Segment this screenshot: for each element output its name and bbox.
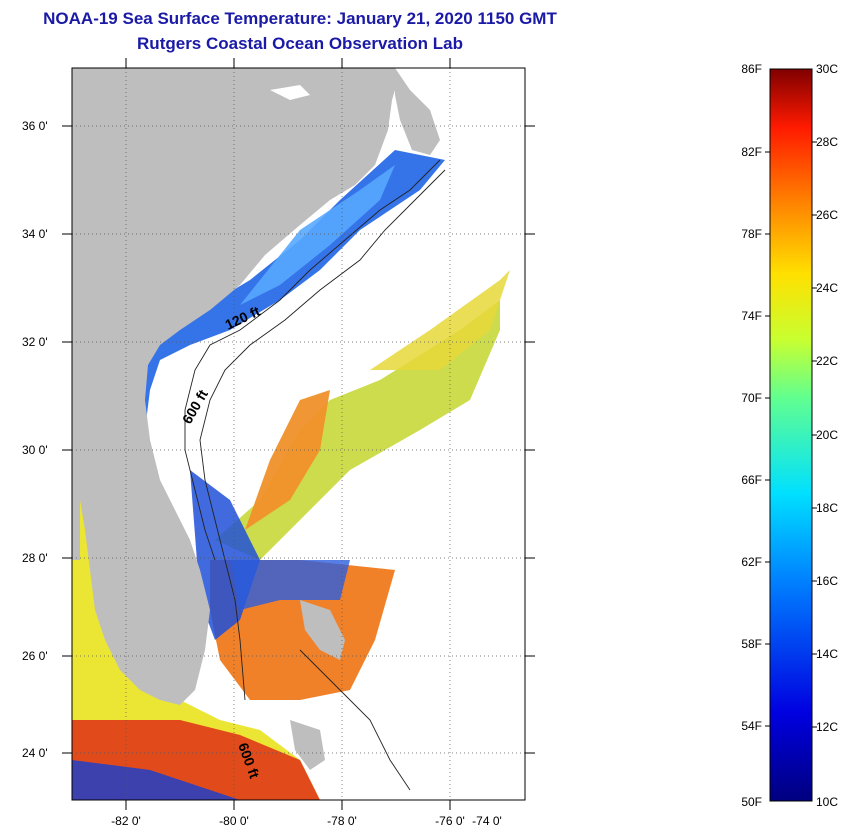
lon-label: -80 0' — [219, 814, 249, 828]
colorbar-c-label: 18C — [816, 501, 838, 515]
offshore-warm-filament — [245, 390, 330, 530]
colorbar-c-label: 26C — [816, 208, 838, 222]
colorbar-gradient — [769, 68, 813, 802]
cuba-coast — [290, 720, 325, 770]
colorbar-f-label: 50F — [741, 795, 762, 809]
isobath-contours — [184, 159, 446, 791]
lat-label: 28 0' — [22, 551, 48, 565]
map-subtitle: Rutgers Coastal Ocean Observation Lab — [137, 34, 463, 53]
sst-data-layer — [72, 150, 510, 800]
colorbar-c-label: 20C — [816, 428, 838, 442]
us-mainland — [72, 68, 398, 705]
lat-label: 24 0' — [22, 746, 48, 760]
lon-label: -74 0' — [472, 814, 502, 828]
map-frame — [71, 67, 526, 801]
lat-label: 36 0' — [22, 119, 48, 133]
colorbar-c-label: 24C — [816, 281, 838, 295]
map-title: NOAA-19 Sea Surface Temperature: January… — [43, 9, 557, 28]
cool-patch — [240, 165, 395, 305]
colorbar-f-label: 70F — [741, 391, 762, 405]
land-layer — [72, 68, 440, 770]
colorbar-f-label: 82F — [741, 145, 762, 159]
colorbar-c-label: 12C — [816, 720, 838, 734]
sst-map: 120 ft 600 ft 600 ft — [72, 68, 525, 800]
northern-bahamas-cold — [230, 560, 350, 610]
axis-ticks — [62, 58, 535, 810]
offshore-yellow-patch — [370, 270, 510, 370]
outer-banks — [395, 68, 440, 155]
bahamas-island — [300, 600, 345, 660]
colorbar-f-label: 86F — [741, 62, 762, 76]
colorbar-ticks — [765, 141, 817, 728]
lon-label: -82 0' — [111, 814, 141, 828]
colorbar-f-label: 66F — [741, 473, 762, 487]
bahamas-bank-contour — [299, 649, 411, 791]
colorbar-f-label: 74F — [741, 309, 762, 323]
lake — [270, 85, 310, 100]
colorbar-c-label: 22C — [816, 354, 838, 368]
colorbar-f-label: 58F — [741, 637, 762, 651]
colorbar-c-label: 14C — [816, 647, 838, 661]
gulf-coast-land — [72, 490, 80, 560]
lon-label: -76 0' — [435, 814, 465, 828]
lat-label: 30 0' — [22, 443, 48, 457]
colorbar-c-label: 28C — [816, 135, 838, 149]
cold-coastal-band — [128, 150, 445, 470]
colorbar-c-label: 10C — [816, 795, 838, 809]
isobath-120ft — [184, 159, 441, 561]
colorbar-c-label: 30C — [816, 62, 838, 76]
colorbar-f-label: 78F — [741, 227, 762, 241]
lon-label: -78 0' — [327, 814, 357, 828]
colorbar-f-label: 62F — [741, 555, 762, 569]
colorbar-f-label: 54F — [741, 719, 762, 733]
lat-label: 34 0' — [22, 227, 48, 241]
lat-label: 32 0' — [22, 335, 48, 349]
southern-cold-patch — [72, 760, 240, 800]
colorbar: 86F 82F 78F 74F 70F 66F 62F 58F 54F 50F … — [741, 62, 838, 809]
isobath-600ft — [199, 169, 446, 701]
colorbar-c-label: 16C — [816, 574, 838, 588]
lat-label: 26 0' — [22, 649, 48, 663]
